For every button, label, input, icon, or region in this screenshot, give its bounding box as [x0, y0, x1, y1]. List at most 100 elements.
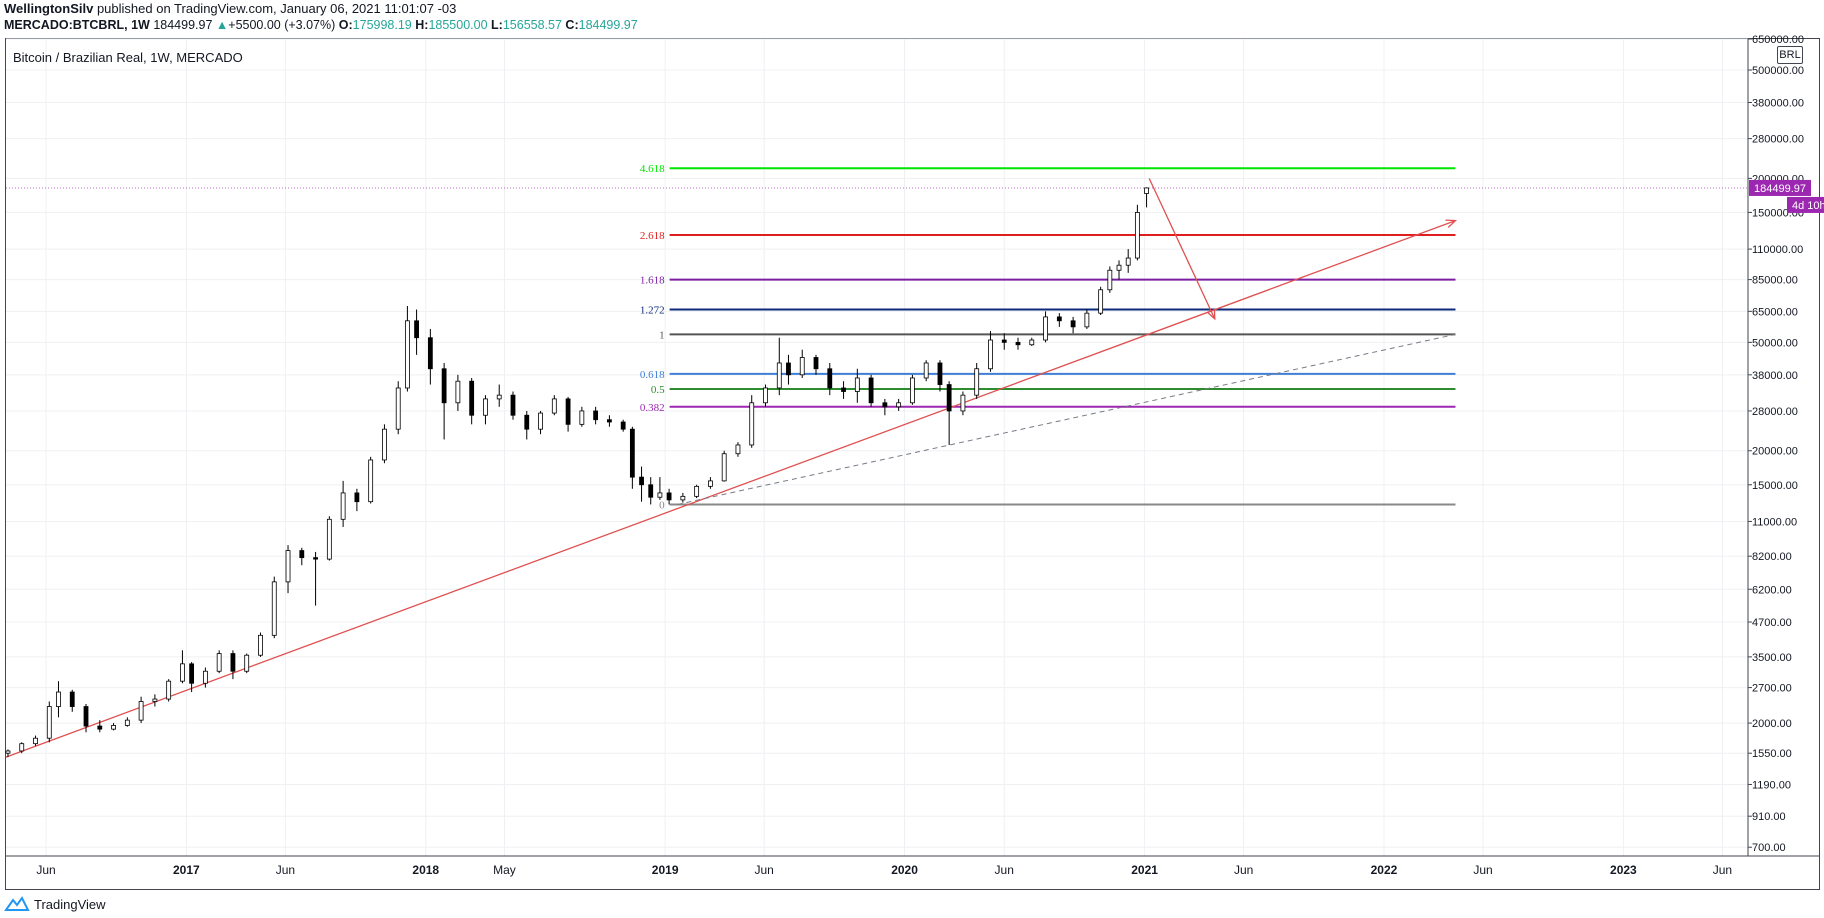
candle-body	[1015, 341, 1021, 346]
close-value: 184499.97	[578, 18, 638, 32]
candle-body	[1098, 289, 1104, 314]
currency-badge[interactable]: BRL	[1777, 46, 1803, 64]
candle-body	[97, 725, 103, 730]
publish-info: WellingtonSilv published on TradingView.…	[4, 1, 456, 16]
candle-body	[455, 380, 461, 404]
candle-body	[83, 706, 89, 727]
candle-body	[33, 737, 38, 745]
author-name[interactable]: WellingtonSilv	[4, 1, 94, 16]
candle-body	[776, 362, 782, 389]
candle-body	[799, 357, 805, 376]
candle-body	[1125, 257, 1131, 266]
trend-arrowhead	[1445, 219, 1458, 228]
y-tick-label: 110000.00	[1752, 244, 1803, 256]
candle-body	[285, 550, 291, 583]
fib-level-label: 1.272	[640, 305, 665, 317]
y-tick-label: 2000.00	[1752, 718, 1792, 730]
candle-body	[1029, 339, 1035, 346]
candle-body	[189, 663, 195, 684]
fib-level-label: 0.5	[651, 384, 665, 396]
y-tick-label: 15000.00	[1752, 480, 1798, 492]
candle-body	[910, 377, 915, 404]
candle-body	[5, 750, 11, 754]
candle-body	[648, 484, 654, 498]
y-tick-label: 1550.00	[1752, 748, 1792, 760]
fib-level-label: 0	[659, 499, 665, 511]
y-tick-label: 11000.00	[1752, 516, 1797, 528]
high-value: 185500.00	[428, 18, 488, 32]
candle-body	[868, 377, 874, 404]
candle-body	[1001, 339, 1007, 343]
y-tick-label: 3500.00	[1752, 652, 1792, 664]
candle-body	[1134, 212, 1140, 259]
y-tick-label: 28000.00	[1752, 406, 1798, 418]
candle-body	[56, 691, 61, 707]
candle-body	[639, 476, 644, 486]
candle-body	[230, 653, 236, 672]
y-tick-label: 500000.00	[1752, 65, 1804, 77]
x-tick-label: Jun	[276, 863, 295, 877]
candle-body	[244, 654, 250, 672]
x-tick-label: Jun	[36, 863, 55, 877]
x-tick-label: Jun	[1713, 863, 1732, 877]
y-tick-label: 700.00	[1752, 842, 1786, 854]
candle-body	[579, 410, 585, 425]
y-tick-label: 910.00	[1752, 811, 1786, 823]
candle-body	[786, 362, 791, 376]
tradingview-logo-icon	[4, 896, 30, 911]
candle-body	[551, 398, 557, 414]
candle-body	[974, 368, 980, 396]
candle-body	[937, 362, 943, 385]
candle-body	[313, 557, 318, 560]
candle-body	[69, 691, 75, 707]
close-label: C:	[565, 18, 579, 32]
candle-body	[524, 414, 530, 430]
candle-body	[813, 357, 819, 370]
candle-body	[896, 402, 902, 408]
x-tick-label: 2020	[891, 863, 918, 877]
x-tick-label: Jun	[1473, 863, 1492, 877]
candle-body	[666, 492, 672, 501]
candle-body	[340, 492, 346, 520]
x-tick-label: 2021	[1131, 863, 1158, 877]
low-label: L:	[491, 18, 503, 32]
candle-body	[166, 680, 172, 700]
candle-body	[657, 492, 663, 498]
low-value: 156558.57	[502, 18, 562, 32]
candle-body	[124, 719, 130, 726]
last-price: 184499.97	[153, 18, 213, 32]
candle-body	[735, 444, 741, 455]
x-tick-label: 2023	[1610, 863, 1637, 877]
fib-level-label: 2.618	[640, 230, 665, 242]
candle-body	[368, 459, 374, 503]
y-tick-label: 4700.00	[1752, 617, 1792, 629]
projection-arrowhead	[1206, 308, 1216, 321]
y-tick-label: 65000.00	[1752, 306, 1798, 318]
candle-body	[1056, 316, 1062, 322]
candle-body	[721, 453, 727, 482]
y-tick-label: 38000.00	[1752, 370, 1798, 382]
candle-body	[1084, 312, 1090, 328]
candle-body	[496, 394, 502, 400]
candle-body	[694, 485, 700, 497]
candle-body	[988, 339, 993, 370]
candle-body	[607, 419, 612, 423]
fib-level-label: 0.382	[640, 402, 665, 414]
candle-body	[483, 398, 488, 416]
candle-body	[404, 320, 410, 389]
ohlc-line: MERCADO:BTCBRL, 1W 184499.97 ▲+5500.00 (…	[4, 18, 638, 32]
candle-body	[763, 387, 768, 404]
candle-body	[326, 518, 332, 560]
y-tick-label: 85000.00	[1752, 275, 1798, 287]
open-label: O:	[338, 18, 353, 32]
countdown-badge-bg	[1787, 196, 1824, 213]
x-tick-label: 2017	[173, 863, 200, 877]
candle-body	[469, 380, 475, 416]
footer-brand[interactable]: TradingView	[34, 896, 106, 912]
candle-body	[427, 337, 433, 370]
price-badge: 184499.97	[1754, 183, 1806, 195]
footer: TradingView	[4, 896, 106, 912]
candle-body	[749, 402, 755, 446]
candle-body	[111, 725, 116, 730]
